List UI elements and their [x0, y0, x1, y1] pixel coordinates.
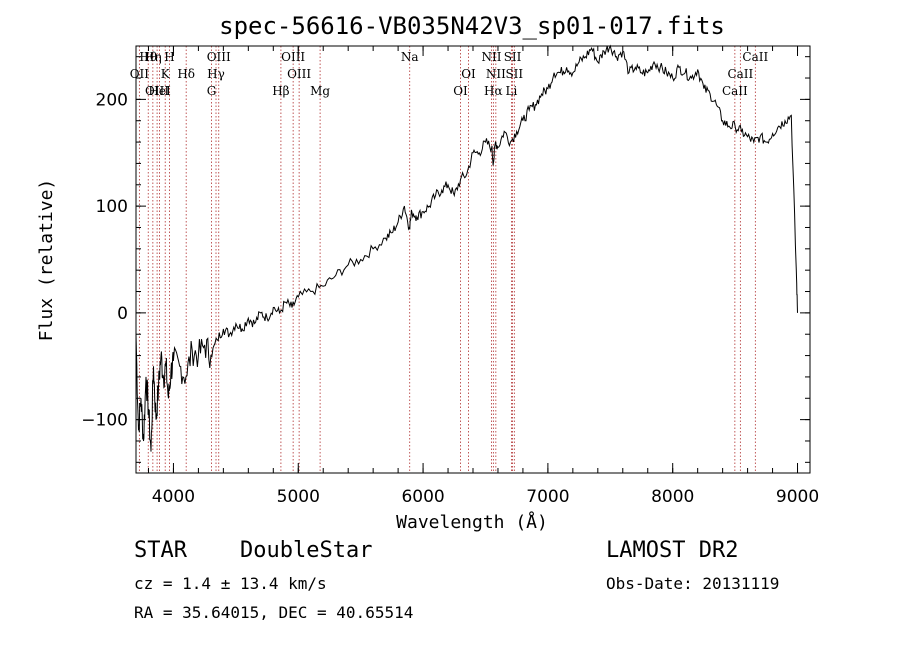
line-label-3: Hη: [144, 50, 162, 64]
x-axis-label: Wavelength (Å): [396, 511, 548, 533]
spectral-line-labels: Hθ OII OIII Hη K HeI HHδ G OIII Hγ Hβ OIII OIII Mg Na O…: [130, 50, 769, 98]
line-label-9: OIII: [207, 50, 231, 64]
line-label-21: SII: [504, 50, 522, 64]
line-label-24: CaII: [742, 50, 768, 64]
line-label-16: OI: [461, 67, 476, 81]
chart-title: spec-56616-VB035N42V3_sp01-017.fits: [219, 12, 725, 40]
line-label-13: OIII: [287, 67, 311, 81]
object-subclass: DoubleStar: [240, 538, 373, 563]
line-label-1: OII: [130, 67, 150, 81]
line-label-19: NII: [486, 67, 506, 81]
plot-frame: [135, 45, 811, 474]
obs-date: Obs-Date: 20131119: [606, 574, 780, 593]
line-label-10: Hγ: [207, 67, 225, 81]
line-label-25: CaII: [727, 67, 753, 81]
line-label-14: Mg: [310, 84, 330, 98]
y-tick-label-0: 0: [117, 304, 128, 324]
x-tick-label-7000: 7000: [526, 487, 569, 507]
line-label-2: OIII: [145, 84, 169, 98]
x-tick-label-8000: 8000: [651, 487, 694, 507]
line-label-6: H: [164, 50, 174, 64]
survey-name: LAMOST DR2: [606, 538, 739, 563]
flux-series-layer: [135, 44, 798, 452]
y-tick-label-100: 100: [96, 197, 128, 217]
line-label-5: HeI: [148, 84, 171, 98]
x-tick-label-4000: 4000: [152, 487, 195, 507]
line-label-22: SII: [505, 67, 523, 81]
line-label-12: OIII: [281, 50, 305, 64]
x-tick-label-9000: 9000: [776, 487, 819, 507]
flux-series-0: [135, 44, 798, 452]
line-label-20: Hα: [484, 84, 503, 98]
x-tick-label-5000: 5000: [277, 487, 320, 507]
redshift-cz: cz = 1.4 ± 13.4 km/s: [134, 574, 327, 593]
x-axis-ticks: 4000 5000 6000 7000 8000 9000: [147, 46, 819, 507]
line-label-11: Hβ: [272, 84, 289, 98]
line-label-23: Li: [506, 84, 518, 98]
y-axis-ticks: −100 0 100 200: [81, 56, 810, 463]
ra-dec: RA = 35.64015, DEC = 40.65514: [134, 603, 414, 622]
line-label-8: G: [207, 84, 217, 98]
line-label-15: Na: [401, 50, 419, 64]
object-class: STAR: [134, 538, 187, 563]
line-label-18: NII: [481, 50, 501, 64]
y-axis-label: Flux (relative): [36, 179, 57, 342]
spectral-line-markers: [138, 46, 756, 473]
y-tick-label-200: 200: [96, 90, 128, 110]
line-label-26: CaII: [722, 84, 748, 98]
line-label-17: OI: [453, 84, 468, 98]
line-label-7: Hδ: [177, 67, 195, 81]
y-tick-label--100: −100: [81, 411, 128, 431]
x-tick-label-6000: 6000: [401, 487, 444, 507]
line-label-0: Hθ: [139, 50, 157, 64]
line-label-4: K: [161, 67, 171, 81]
